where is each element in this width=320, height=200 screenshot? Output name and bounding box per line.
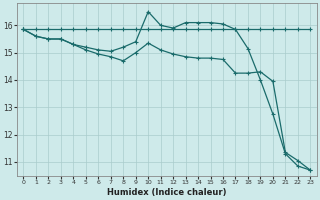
X-axis label: Humidex (Indice chaleur): Humidex (Indice chaleur) xyxy=(107,188,227,197)
